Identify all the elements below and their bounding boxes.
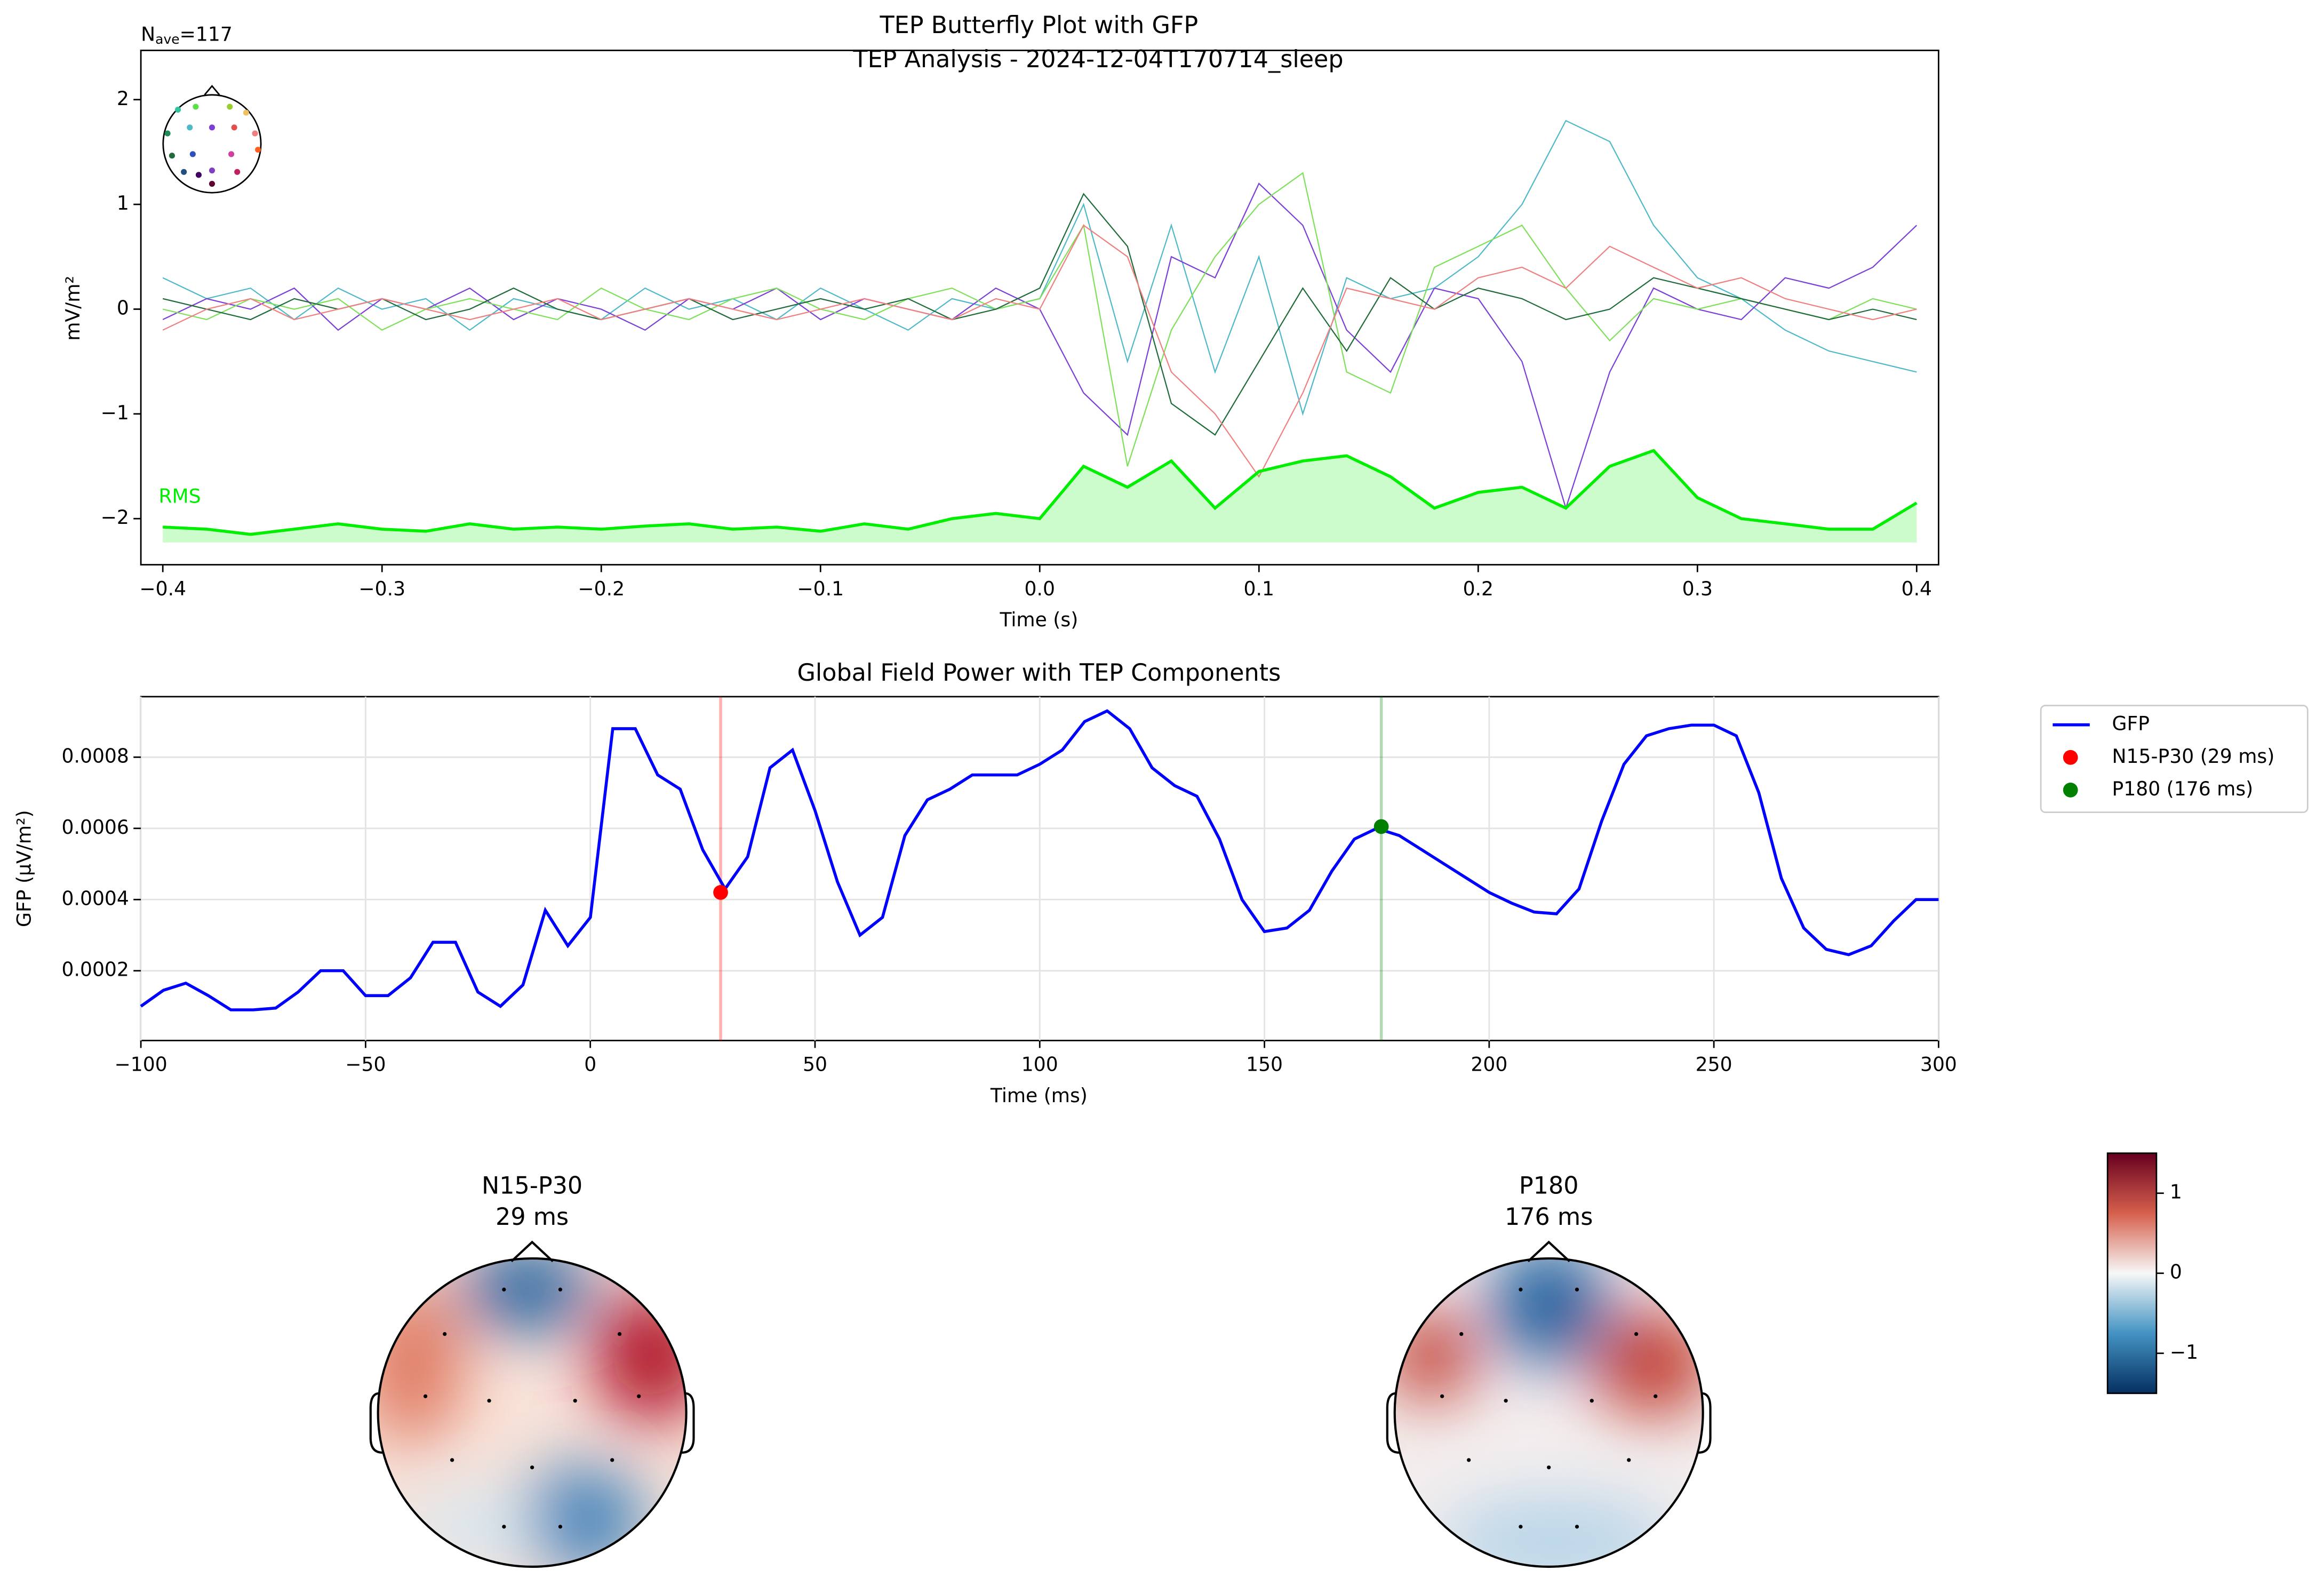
topomap-subtitle: 176 ms	[1505, 1204, 1593, 1231]
x-tick-label: 300	[1920, 1053, 1957, 1076]
topomap-field	[1394, 1258, 1703, 1567]
chart-title: Global Field Power with TEP Components	[797, 659, 1281, 687]
x-tick-label: 0.0	[1025, 577, 1055, 600]
y-tick-label: 0.0002	[62, 958, 129, 981]
chart-title: TEP Butterfly Plot with GFP	[880, 12, 1199, 39]
component-marker	[713, 885, 728, 900]
series-line	[162, 172, 1917, 467]
x-axis-label: Time (ms)	[990, 1084, 1088, 1107]
chart-subtitle: TEP Analysis - 2024-12-04T170714_sleep	[852, 46, 1343, 73]
x-tick-label: 0.3	[1682, 577, 1713, 600]
x-tick-label: 0.1	[1244, 577, 1274, 600]
x-tick-label: 50	[803, 1053, 827, 1076]
x-tick-label: 0	[584, 1053, 596, 1076]
x-tick-label: −0.3	[358, 577, 405, 600]
x-tick-label: −0.1	[797, 577, 844, 600]
x-tick-label: 250	[1696, 1053, 1732, 1076]
x-tick-label: −50	[345, 1053, 386, 1076]
sensors	[423, 1287, 1658, 1529]
x-tick-label: −0.2	[578, 577, 625, 600]
topomap-title: N15-P30	[482, 1173, 582, 1200]
y-tick-label: 0.0008	[62, 744, 129, 767]
y-tick-label: −1	[101, 401, 129, 424]
series-line	[140, 709, 1939, 1011]
rms-label: RMS	[158, 484, 201, 507]
x-tick-label: 0.2	[1463, 577, 1494, 600]
y-tick-label: 2	[117, 87, 129, 110]
x-tick-label: −100	[115, 1053, 167, 1076]
topomap-subtitle: 29 ms	[496, 1204, 569, 1231]
y-tick-label: 0.0006	[62, 816, 129, 839]
y-axis-label: GFP (µV/m²)	[12, 810, 35, 927]
x-tick-label: 150	[1246, 1053, 1283, 1076]
topomap-title: P180	[1519, 1173, 1579, 1200]
colorbar-tick-label: −1	[2170, 1341, 2198, 1364]
component-marker	[1373, 819, 1389, 834]
y-axis-label: mV/m²	[61, 276, 84, 341]
colorbar-tick-label: 0	[2170, 1261, 2182, 1284]
nave-sub: ave	[155, 31, 180, 47]
y-tick-label: 0	[117, 296, 129, 319]
x-tick-label: 100	[1021, 1053, 1058, 1076]
nave-rest: =117	[180, 23, 233, 46]
series-line	[162, 224, 1917, 478]
rms-line	[163, 449, 1918, 536]
x-tick-label: 0.4	[1902, 577, 1932, 600]
x-tick-label: −0.4	[139, 577, 186, 600]
y-tick-label: 0.0004	[62, 887, 129, 910]
legend-label: P180 (176 ms)	[2112, 777, 2254, 800]
head-outlines	[369, 1240, 1712, 1568]
x-tick-label: 200	[1471, 1053, 1507, 1076]
topomap-field	[378, 1258, 686, 1567]
x-axis-label: Time (s)	[999, 608, 1078, 631]
sensor-layout-inset	[162, 84, 262, 194]
legend-swatch	[2063, 783, 2078, 798]
y-tick-label: −2	[101, 506, 129, 529]
colorbar-tick-label: 1	[2170, 1181, 2182, 1204]
nave-annotation: Nave=117	[141, 23, 233, 47]
y-tick-label: 1	[117, 192, 129, 214]
series-line	[162, 193, 1917, 436]
nave-main: N	[141, 23, 155, 46]
legend-label: GFP	[2112, 712, 2150, 735]
axes-frames	[140, 50, 2309, 1394]
legend-label: N15-P30 (29 ms)	[2112, 745, 2275, 768]
rms-area	[163, 450, 1917, 543]
legend-swatch	[2063, 750, 2078, 765]
